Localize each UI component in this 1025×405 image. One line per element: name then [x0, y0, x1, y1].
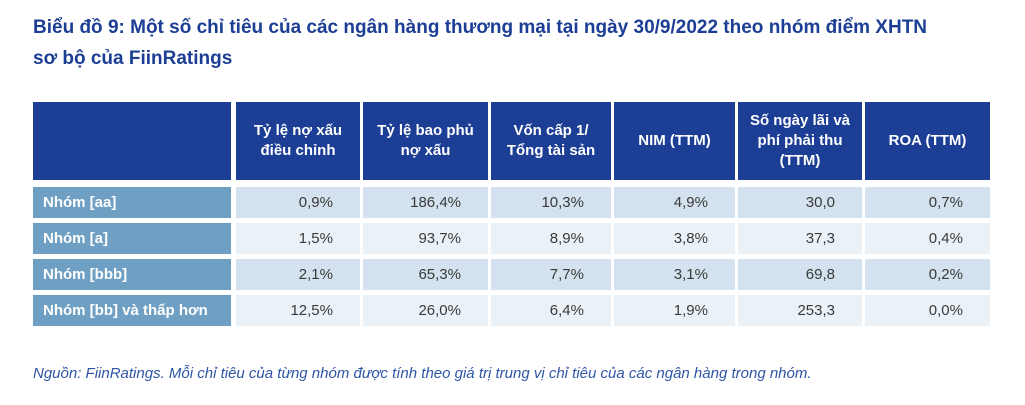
column-header-roa: ROA (TTM): [865, 102, 990, 187]
table-row-group-aa: Nhóm [aa] 0,9% 186,4% 10,3% 4,9% 30,0 0,…: [33, 187, 990, 223]
value-cell: 1,9%: [614, 295, 738, 331]
figure-title: Biểu đồ 9: Một số chỉ tiêu của các ngân …: [33, 17, 928, 69]
value-cell: 0,4%: [865, 223, 990, 259]
value-cell: 253,3: [738, 295, 865, 331]
column-header-npl-adjusted: Tỷ lệ nợ xấu điều chỉnh: [236, 102, 363, 187]
column-header-npl-coverage: Tỷ lệ bao phủ nợ xấu: [363, 102, 491, 187]
value-cell: 186,4%: [363, 187, 491, 223]
value-cell: 65,3%: [363, 259, 491, 295]
value-cell: 6,4%: [491, 295, 614, 331]
source-note: Nguồn: FiinRatings. Mỗi chỉ tiêu của từn…: [33, 365, 812, 382]
value-cell: 12,5%: [236, 295, 363, 331]
value-cell: 93,7%: [363, 223, 491, 259]
row-label-cell: Nhóm [a]: [33, 223, 236, 259]
value-cell: 26,0%: [363, 295, 491, 331]
column-header-receivable-days: Số ngày lãi và phí phải thu (TTM): [738, 102, 865, 187]
table-header-row: Tỷ lệ nợ xấu điều chỉnh Tỷ lệ bao phủ nợ…: [33, 102, 990, 187]
value-cell: 4,9%: [614, 187, 738, 223]
column-header-tier1-capital: Vốn cấp 1/ Tổng tài sản: [491, 102, 614, 187]
value-cell: 2,1%: [236, 259, 363, 295]
row-label-cell: Nhóm [bb] và thấp hơn: [33, 295, 236, 331]
indicators-table: Tỷ lệ nợ xấu điều chỉnh Tỷ lệ bao phủ nợ…: [33, 102, 990, 331]
value-cell: 37,3: [738, 223, 865, 259]
value-cell: 7,7%: [491, 259, 614, 295]
value-cell: 0,7%: [865, 187, 990, 223]
table-row-group-bbb: Nhóm [bbb] 2,1% 65,3% 7,7% 3,1% 69,8 0,2…: [33, 259, 990, 295]
value-cell: 8,9%: [491, 223, 614, 259]
value-cell: 0,2%: [865, 259, 990, 295]
value-cell: 30,0: [738, 187, 865, 223]
table-row-group-bb-and-lower: Nhóm [bb] và thấp hơn 12,5% 26,0% 6,4% 1…: [33, 295, 990, 331]
value-cell: 69,8: [738, 259, 865, 295]
report-page: Biểu đồ 9: Một số chỉ tiêu của các ngân …: [33, 17, 990, 382]
value-cell: 0,0%: [865, 295, 990, 331]
value-cell: 3,8%: [614, 223, 738, 259]
value-cell: 10,3%: [491, 187, 614, 223]
table-row-group-a: Nhóm [a] 1,5% 93,7% 8,9% 3,8% 37,3 0,4%: [33, 223, 990, 259]
row-label-cell: Nhóm [aa]: [33, 187, 236, 223]
column-header-nim: NIM (TTM): [614, 102, 738, 187]
row-label-cell: Nhóm [bbb]: [33, 259, 236, 295]
value-cell: 0,9%: [236, 187, 363, 223]
value-cell: 1,5%: [236, 223, 363, 259]
value-cell: 3,1%: [614, 259, 738, 295]
corner-cell: [33, 102, 236, 187]
